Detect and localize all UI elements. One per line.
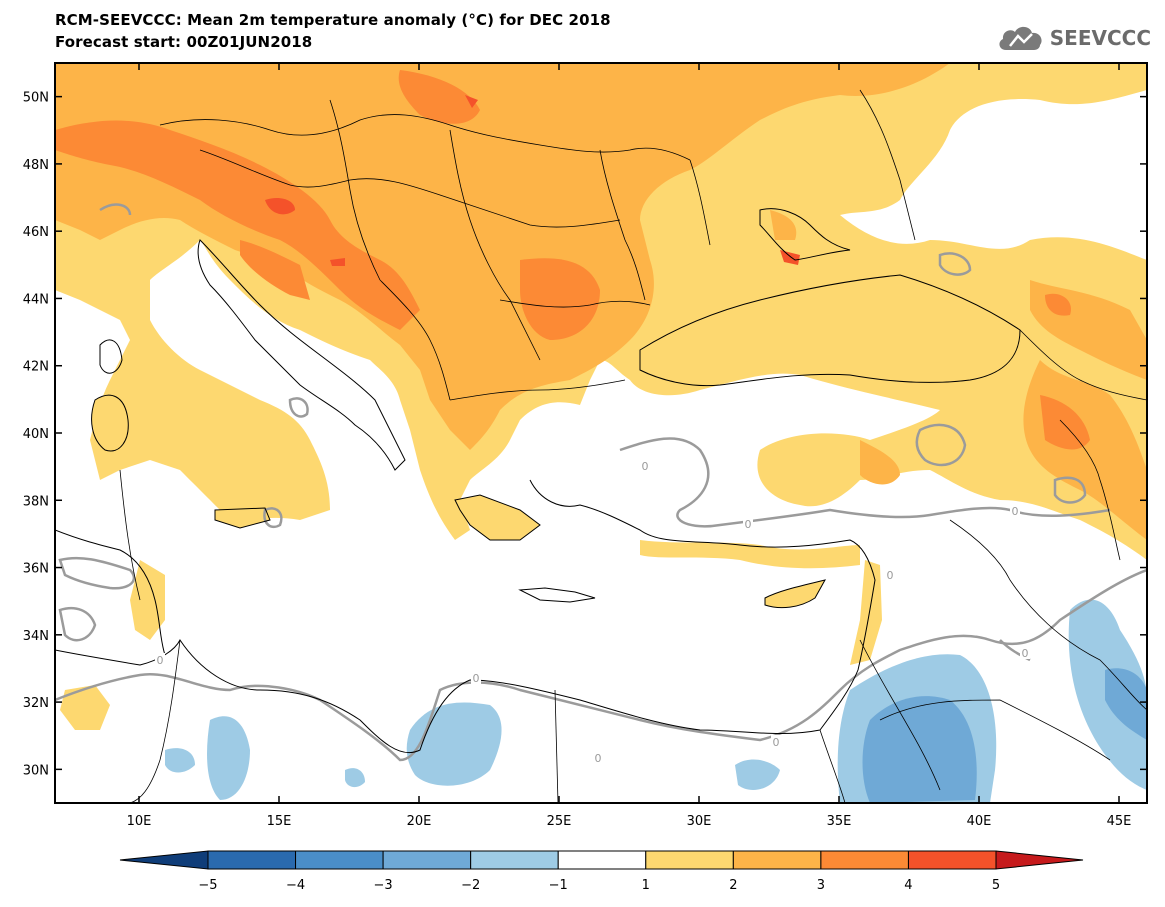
anomaly-1-2-greece <box>455 495 540 540</box>
anomaly-1-2-anatolia-south <box>640 540 860 569</box>
colorbar-swatch <box>732 850 822 870</box>
anomaly-2-3-anatolia <box>860 440 900 485</box>
latitude-axis: 30N 32N 34N 36N 38N 40N 42N 44N 46N 48N 50N <box>23 91 1147 778</box>
colorbar-label: −2 <box>461 878 480 893</box>
lon-tick-label: 35E <box>827 814 852 829</box>
lat-tick-label: 30N <box>23 763 49 778</box>
anomaly-1-2-tunisia <box>130 560 165 640</box>
anomaly-4-5-crimea <box>780 250 800 265</box>
contour-label: 0 <box>642 460 649 473</box>
lat-tick-label: 40N <box>23 427 49 442</box>
colorbar-swatch <box>382 850 472 870</box>
contour-labels: 0 0 0 0 0 0 0 0 0 <box>155 459 1030 765</box>
contour-label-bg <box>1010 504 1020 517</box>
anomaly-3-4-alps <box>55 120 420 330</box>
contour-label: 0 <box>887 569 894 582</box>
anomaly-minus1-minus2-libya-east <box>345 768 365 788</box>
anomaly-3-4-adriatic <box>240 240 310 300</box>
anomaly-minus1-minus2-libya <box>207 716 250 800</box>
anomaly-minus1-minus2-libya-west <box>165 748 195 773</box>
colorbar-low-arrow <box>119 850 209 870</box>
contour-label-bg <box>771 735 781 748</box>
anomaly-2-3-area <box>55 63 950 450</box>
anomaly-2-3-crimea-coast <box>770 210 797 240</box>
colorbar-swatch <box>295 850 384 870</box>
lon-tick-label: 40E <box>967 814 992 829</box>
lat-tick-label: 42N <box>23 360 49 375</box>
contour-label: 0 <box>473 672 480 685</box>
lon-tick-label: 30E <box>687 814 712 829</box>
logo-text: SEEVCCC <box>1049 26 1151 50</box>
anomaly-minus2-minus3-arabia <box>862 696 977 803</box>
contour-label: 0 <box>773 736 780 749</box>
country-borders <box>119 89 1147 803</box>
colorbar: −5 −4 −3 −2 −1 1 2 3 4 5 <box>119 850 1084 893</box>
lon-tick-label: 15E <box>267 814 292 829</box>
lat-tick-label: 34N <box>23 629 49 644</box>
anomaly-4-5-croatia <box>330 258 345 266</box>
lon-tick-label: 45E <box>1107 814 1132 829</box>
colorbar-swatch <box>470 850 559 870</box>
cloud-logo-icon <box>999 26 1042 50</box>
colorbar-label: 5 <box>992 878 1000 893</box>
colorbar-label: −1 <box>549 878 568 893</box>
contour-label: 0 <box>1012 505 1019 518</box>
lat-tick-label: 46N <box>23 225 49 240</box>
colorbar-label: 1 <box>642 878 650 893</box>
colorbar-label: 4 <box>904 878 912 893</box>
colorbar-label: −5 <box>198 878 217 893</box>
anomaly-minus1-minus2-egypt-east <box>735 759 780 790</box>
contour-label-bg <box>155 653 165 666</box>
anomaly-3-4-central-europe <box>398 70 480 124</box>
colorbar-swatch <box>645 850 734 870</box>
map-fields <box>55 63 1147 803</box>
anomaly-1-2-libya-west <box>60 685 110 730</box>
anomaly-1-2-sardinia <box>91 395 129 451</box>
lon-tick-label: 10E <box>127 814 152 829</box>
forecast-start-label: Forecast start: 00Z01JUN2018 <box>55 33 313 51</box>
lat-tick-label: 36N <box>23 562 49 577</box>
colorbar-label: 2 <box>729 878 737 893</box>
colorbar-swatch <box>557 850 647 870</box>
anomaly-3-4-caucasus <box>1045 293 1071 316</box>
lon-tick-label: 20E <box>407 814 432 829</box>
colorbar-high-arrow <box>995 850 1084 870</box>
contour-label-bg <box>640 459 650 472</box>
colorbar-swatch <box>907 850 997 870</box>
contour-label: 0 <box>1022 647 1029 660</box>
coastlines <box>55 208 1021 754</box>
colorbar-swatch <box>820 850 909 870</box>
contour-label-bg <box>471 671 481 684</box>
anomaly-4-5-slovenia <box>265 198 295 215</box>
zero-contours <box>55 203 1147 762</box>
map-title: RCM-SEEVCCC: Mean 2m temperature anomaly… <box>55 11 611 29</box>
seevccc-logo: SEEVCCC <box>996 22 1151 54</box>
anomaly-1-2-sicily <box>215 508 270 528</box>
lon-tick-label: 25E <box>547 814 572 829</box>
lat-tick-label: 44N <box>23 292 49 307</box>
lat-tick-label: 48N <box>23 158 49 173</box>
contour-label-bg <box>743 517 753 530</box>
contour-label-bg <box>885 568 895 581</box>
anomaly-minus2-minus3-iraq <box>1105 668 1147 740</box>
contour-label: 0 <box>595 752 602 765</box>
anomaly-3-4-east <box>1040 395 1090 450</box>
colorbar-label: −4 <box>286 878 305 893</box>
contour-label-bg <box>593 751 603 764</box>
colorbar-label: −3 <box>374 878 393 893</box>
lat-tick-label: 38N <box>23 494 49 509</box>
contour-label: 0 <box>157 654 164 667</box>
colorbar-swatch <box>207 850 297 870</box>
anomaly-4-5-poland <box>465 95 478 108</box>
anomaly-3-4-balkans <box>520 258 600 340</box>
contour-label-bg <box>1020 646 1030 659</box>
lat-tick-label: 32N <box>23 696 49 711</box>
colorbar-label: 3 <box>817 878 825 893</box>
lat-tick-label: 50N <box>23 91 49 106</box>
contour-label: 0 <box>745 518 752 531</box>
longitude-axis: 10E 15E 20E 25E 30E 35E 40E 45E <box>127 63 1132 829</box>
